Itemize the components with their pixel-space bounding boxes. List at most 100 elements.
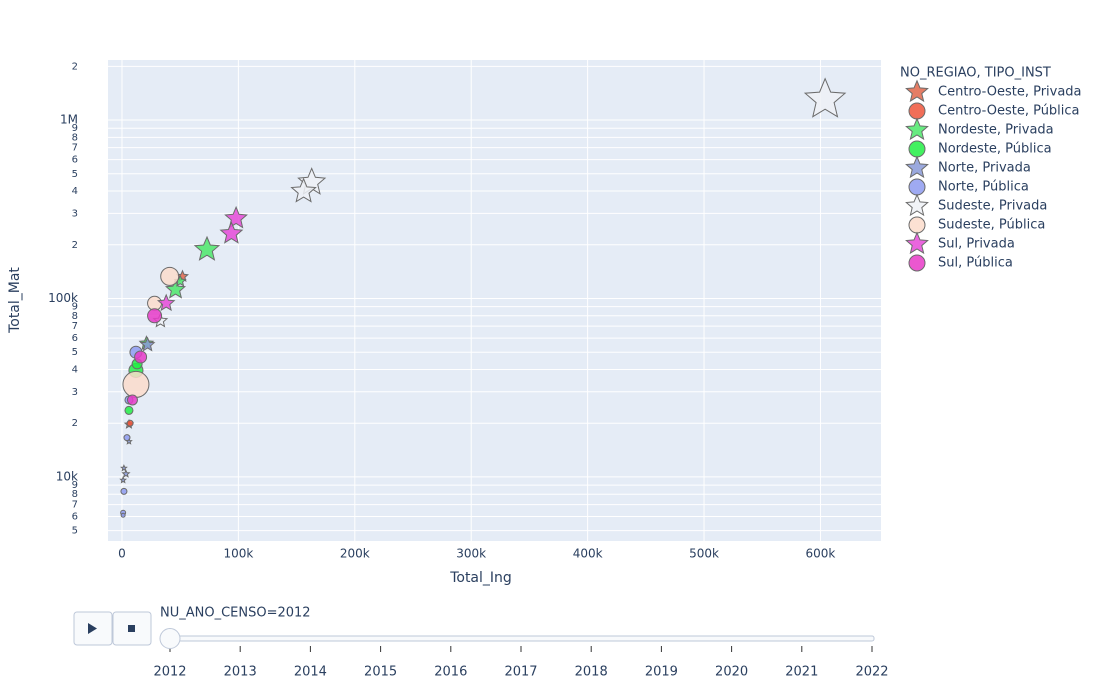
data-point <box>121 469 131 478</box>
y-tick-label: 9 <box>72 302 78 313</box>
x-tick-label: 100k <box>223 547 253 561</box>
data-point <box>160 266 180 286</box>
slider-step-label[interactable]: 2013 <box>224 665 257 680</box>
data-point <box>124 405 134 415</box>
x-tick-label: 300k <box>456 547 486 561</box>
y-tick-label: 7 <box>72 143 78 154</box>
legend-symbol[interactable] <box>905 193 929 217</box>
y-tick-label: 7 <box>72 321 78 332</box>
y-tick-label: 6 <box>72 512 78 523</box>
y-tick-label: 1M <box>60 113 78 127</box>
slider-handle[interactable] <box>159 628 181 649</box>
y-tick-label: 5 <box>72 526 78 537</box>
play-button[interactable] <box>73 611 113 646</box>
legend-symbol[interactable] <box>905 117 929 141</box>
y-tick-label: 6 <box>72 333 78 344</box>
x-tick-label: 400k <box>573 547 603 561</box>
y-tick-label: 2 <box>72 240 78 251</box>
y-axis-title: Total_Mat <box>7 267 23 334</box>
slider: 2012 2013 2014 2015 2016 2017 2018 2019 2020 2021… <box>153 628 889 680</box>
data-point <box>134 350 148 364</box>
legend-title: NO_REGIAO, TIPO_INST <box>900 66 1051 81</box>
y-tick-label: 3 <box>72 208 78 219</box>
slider-step-label[interactable]: 2014 <box>294 665 327 680</box>
legend-symbol[interactable] <box>908 102 926 120</box>
slider-step-label[interactable]: 2015 <box>364 665 397 680</box>
slider-step-label[interactable]: 2020 <box>715 665 748 680</box>
slider-step-label[interactable]: 2017 <box>504 665 537 680</box>
slider-step-label[interactable]: 2022 <box>855 665 888 680</box>
slider-step-label[interactable]: 2018 <box>575 665 608 680</box>
data-point <box>139 336 156 352</box>
data-point <box>147 308 163 324</box>
data-point <box>123 434 131 442</box>
slider-track[interactable] <box>165 635 875 642</box>
slider-step-label[interactable]: 2016 <box>434 665 467 680</box>
data-point <box>120 487 128 495</box>
play-icon <box>88 623 97 634</box>
legend-symbol[interactable] <box>905 79 929 103</box>
legend-symbol[interactable] <box>905 231 929 255</box>
legend-label[interactable]: Sul, Pública <box>938 256 1013 271</box>
legend-label[interactable]: Centro-Oeste, Privada <box>938 85 1082 100</box>
data-point <box>224 205 248 229</box>
y-tick-label: 5 <box>72 347 78 358</box>
legend-label[interactable]: Nordeste, Pública <box>938 142 1052 157</box>
slider-label: NU_ANO_CENSO=2012 <box>160 606 311 621</box>
legend-label[interactable]: Norte, Privada <box>938 161 1031 176</box>
y-tick-label: 2 <box>72 418 78 429</box>
x-tick-label: 0 <box>118 547 126 561</box>
legend-symbol[interactable] <box>908 178 926 196</box>
stop-button[interactable] <box>112 611 152 646</box>
data-point <box>120 464 128 472</box>
data-point <box>120 512 126 518</box>
data-point <box>219 221 244 244</box>
y-tick-label: 8 <box>72 311 78 322</box>
x-tick-label: 600k <box>806 547 836 561</box>
y-tick-label: 5 <box>72 169 78 180</box>
y-tick-label: 4 <box>72 186 78 197</box>
data-point <box>290 177 317 203</box>
y-tick-label: 10k <box>56 469 78 483</box>
legend-label[interactable]: Sul, Privada <box>938 237 1015 252</box>
legend-symbol[interactable] <box>908 216 926 234</box>
legend-symbol[interactable] <box>905 155 929 179</box>
stop-icon <box>128 625 135 632</box>
data-point <box>119 475 128 484</box>
data-point <box>147 295 163 311</box>
marks <box>119 77 847 518</box>
legend-label[interactable]: Sudeste, Pública <box>938 218 1045 233</box>
legend-label[interactable]: Nordeste, Privada <box>938 123 1054 138</box>
x-tick-label: 200k <box>340 547 370 561</box>
x-tick-label: 500k <box>689 547 719 561</box>
y-tick-label: 4 <box>72 364 78 375</box>
data-point <box>803 77 847 118</box>
y-tick-label: 8 <box>72 132 78 143</box>
data-point <box>126 394 138 406</box>
y-tick-label: 2 <box>72 61 78 72</box>
x-axis-title: Total_Ing <box>449 570 512 586</box>
legend-label[interactable]: Norte, Pública <box>938 180 1029 195</box>
y-tick-label: 100k <box>48 291 78 305</box>
slider-step-label[interactable]: 2021 <box>785 665 818 680</box>
y-tick-label: 9 <box>72 480 78 491</box>
data-point <box>126 419 134 427</box>
y-tick-label: 7 <box>72 500 78 511</box>
y-tick-label: 6 <box>72 155 78 166</box>
data-point <box>156 293 176 312</box>
data-point <box>193 235 221 261</box>
y-tick-label: 3 <box>72 387 78 398</box>
legend-label[interactable]: Centro-Oeste, Pública <box>938 104 1080 119</box>
legend-label[interactable]: Sudeste, Privada <box>938 199 1047 214</box>
slider-step-label[interactable]: 2012 <box>153 665 186 680</box>
legend-symbol[interactable] <box>908 254 926 272</box>
data-point <box>122 370 150 398</box>
plot-area <box>108 60 881 541</box>
y-tick-label: 9 <box>72 123 78 134</box>
slider-step-label[interactable]: 2019 <box>645 665 678 680</box>
grid <box>108 60 881 541</box>
y-tick-label: 8 <box>72 489 78 500</box>
data-point <box>164 278 187 299</box>
legend-symbol[interactable] <box>908 140 926 158</box>
